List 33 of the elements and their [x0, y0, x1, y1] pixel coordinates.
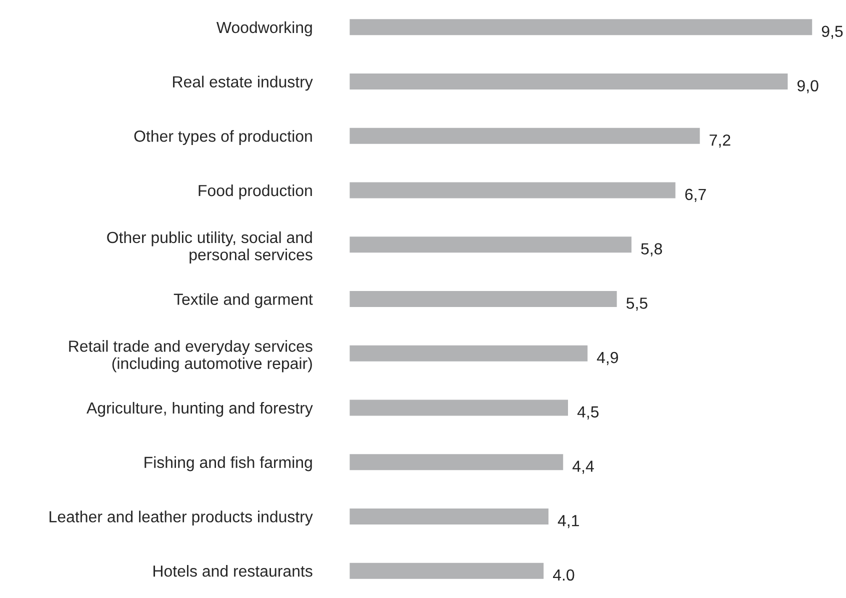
bar — [349, 18, 814, 37]
bar — [349, 561, 545, 580]
bar — [349, 507, 550, 526]
y-tick-label: Leather and leather products industry — [50, 510, 313, 526]
bar — [349, 126, 702, 146]
y-tick-label: Agriculture, hunting and forestry — [86, 402, 313, 417]
data-label: 5,5 — [626, 298, 648, 311]
bar — [349, 398, 570, 418]
data-label: 5,8 — [641, 243, 662, 256]
data-label: 9,0 — [797, 80, 818, 94]
data-label: 4,1 — [558, 515, 579, 528]
y-tick-label: Woodworking — [216, 21, 312, 36]
bar — [349, 235, 633, 254]
y-tick-label: Real estate industry — [173, 76, 313, 91]
y-tick-label: Fishing and fish farming — [144, 456, 312, 472]
bar — [349, 452, 565, 472]
bar — [349, 180, 677, 200]
data-label: 7,2 — [710, 134, 730, 148]
y-tick-label: Food production — [198, 184, 312, 200]
data-label: 4,5 — [577, 406, 599, 420]
bar — [349, 344, 589, 363]
y-tick-label: Retail trade and everyday services (including automotive repair) — [69, 340, 312, 372]
bar — [349, 72, 790, 91]
data-label: 9,5 — [822, 26, 843, 39]
y-tick-label: Hotels and restaurants — [154, 565, 312, 577]
y-tick-label: Other public utility, social and personal services — [107, 231, 312, 264]
data-label: 4.0 — [552, 569, 574, 581]
y-tick-label: Other types of production — [134, 130, 312, 146]
data-label: 4,4 — [572, 460, 594, 474]
data-label: 4,9 — [596, 352, 618, 366]
data-label: 6,7 — [685, 188, 706, 202]
bar — [349, 290, 618, 308]
y-tick-label: Textile and garment — [174, 293, 313, 308]
